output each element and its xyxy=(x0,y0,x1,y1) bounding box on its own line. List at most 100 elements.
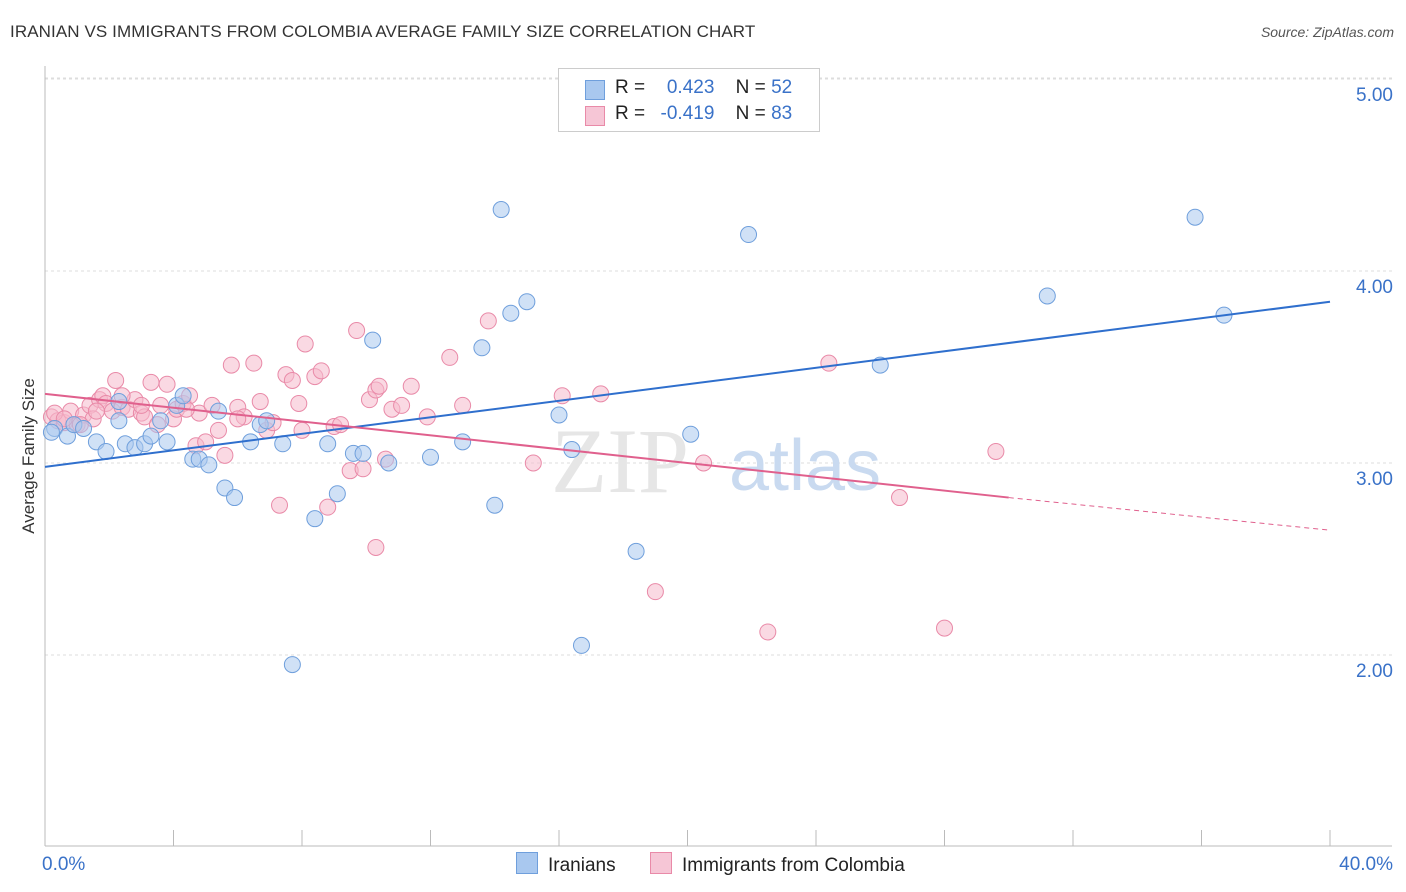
scatter-point xyxy=(871,356,889,374)
scatter-point xyxy=(502,304,520,322)
scatter-point xyxy=(296,335,314,353)
scatter-point xyxy=(319,435,337,453)
scatter-point xyxy=(441,348,459,366)
scatter-point xyxy=(348,322,366,340)
legend-n-label: N = xyxy=(735,103,766,124)
scatter-point xyxy=(550,406,568,424)
scatter-point xyxy=(271,496,289,514)
scatter-point xyxy=(245,354,263,372)
bottom-legend-iranians: Iranians xyxy=(516,852,616,877)
scatter-point xyxy=(380,454,398,472)
scatter-point xyxy=(402,377,420,395)
x-tick-label: 0.0% xyxy=(42,854,85,875)
scatter-point xyxy=(479,312,497,330)
scatter-point xyxy=(492,201,510,219)
x-tick-label: 40.0% xyxy=(1339,854,1393,875)
scatter-point xyxy=(987,442,1005,460)
y-tick-label: 5.00 xyxy=(1356,85,1393,106)
y-axis-title: Average Family Size xyxy=(19,378,38,534)
scatter-point xyxy=(759,623,777,641)
scatter-point xyxy=(226,489,244,507)
y-tick-label: 2.00 xyxy=(1356,661,1393,682)
watermark-atlas: atlas xyxy=(729,426,881,506)
scatter-point xyxy=(364,331,382,349)
scatter-point xyxy=(152,412,170,430)
legend-blue-n: 52 xyxy=(771,77,793,98)
scatter-point xyxy=(216,446,234,464)
scatter-point xyxy=(820,354,838,372)
scatter-point xyxy=(283,656,301,674)
scatter-point xyxy=(319,498,337,516)
scatter-point xyxy=(454,396,472,414)
chart-source: Source: ZipAtlas.com xyxy=(1260,24,1394,40)
scatter-point xyxy=(682,425,700,443)
bottom-legend-swatch-pink xyxy=(650,852,672,874)
scatter-point xyxy=(891,489,909,507)
scatter-point xyxy=(107,371,125,389)
scatter-point xyxy=(251,393,269,411)
scatter-point xyxy=(524,454,542,472)
scatter-point xyxy=(174,387,192,405)
scatter-point xyxy=(740,226,758,244)
blue-series-points xyxy=(42,201,1233,674)
trend-line-pink xyxy=(44,392,1009,499)
scatter-point xyxy=(328,485,346,503)
scatter-point xyxy=(306,510,324,528)
scatter-point xyxy=(293,421,311,439)
y-tick-label: 4.00 xyxy=(1356,277,1393,298)
scatter-point xyxy=(97,442,115,460)
scatter-point xyxy=(354,460,372,478)
bottom-legend-label-blue: Iranians xyxy=(548,855,616,876)
scatter-point xyxy=(142,427,160,445)
legend-r-label: R = xyxy=(615,77,646,98)
legend: R = 0.423 N = 52 R = -0.419 N = 83 xyxy=(558,68,820,132)
scatter-point xyxy=(486,496,504,514)
scatter-point xyxy=(75,419,93,437)
y-tick-label: 3.00 xyxy=(1356,469,1393,490)
scatter-point xyxy=(646,583,664,601)
scatter-point xyxy=(572,636,590,654)
legend-swatch-blue xyxy=(585,80,605,100)
scatter-point xyxy=(1038,287,1056,305)
scatter-point xyxy=(454,433,472,451)
scatter-point xyxy=(222,356,240,374)
bottom-legend-label-pink: Immigrants from Colombia xyxy=(682,855,905,876)
scatter-point xyxy=(274,435,292,453)
scatter-point xyxy=(473,339,491,357)
bottom-legend-colombia: Immigrants from Colombia xyxy=(650,852,905,877)
scatter-point xyxy=(200,456,218,474)
trend-lines xyxy=(44,300,1331,531)
scatter-point xyxy=(42,423,60,441)
scatter-point xyxy=(158,375,176,393)
scatter-point xyxy=(936,619,953,637)
y-tick-labels: 2.00 3.00 4.00 5.00 xyxy=(1356,85,1393,682)
legend-pink-n: 83 xyxy=(771,103,793,124)
scatter-point xyxy=(367,538,385,556)
legend-blue-r: 0.423 xyxy=(666,77,715,98)
legend-swatch-pink xyxy=(585,106,605,126)
scatter-point xyxy=(354,444,372,462)
scatter-point xyxy=(695,454,713,472)
chart-title: IRANIAN VS IMMIGRANTS FROM COLOMBIA AVER… xyxy=(10,22,756,41)
scatter-point xyxy=(142,373,160,391)
scatter-point xyxy=(290,394,308,412)
scatter-point xyxy=(283,371,301,389)
axes xyxy=(44,66,1392,847)
scatter-point xyxy=(518,293,536,311)
scatter-point xyxy=(87,402,105,420)
scatter-point xyxy=(627,542,645,560)
scatter-point xyxy=(209,421,227,439)
scatter-point xyxy=(1186,208,1204,226)
scatter-point xyxy=(158,433,176,451)
legend-r-label: R = xyxy=(615,103,646,124)
legend-pink-r: -0.419 xyxy=(660,103,715,124)
scatter-point xyxy=(422,448,439,466)
scatter-point xyxy=(370,377,388,395)
x-tick-labels: 0.0% 40.0% xyxy=(42,854,1393,875)
legend-n-label: N = xyxy=(735,77,766,98)
trend-line-pink-extension xyxy=(1008,497,1331,531)
bottom-legend-swatch-blue xyxy=(516,852,538,874)
trend-line-blue xyxy=(44,300,1331,468)
scatter-point xyxy=(312,362,330,380)
